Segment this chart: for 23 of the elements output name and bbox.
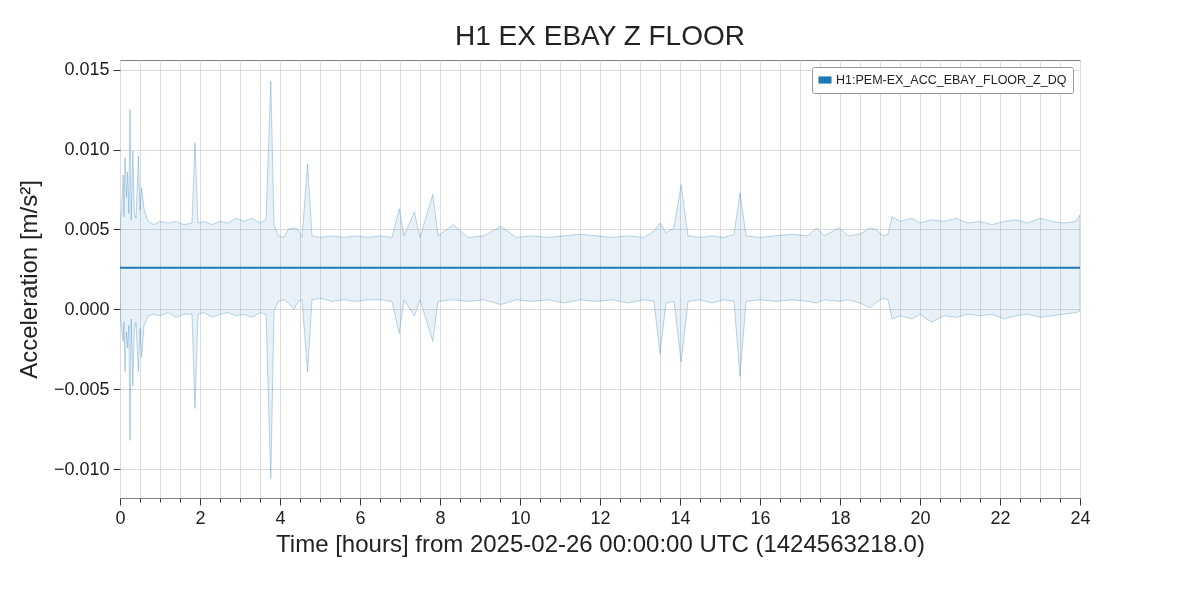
y-tick-label: 0.005	[64, 218, 110, 239]
x-tick-label: 0	[115, 507, 126, 528]
x-tick-label: 16	[750, 507, 771, 528]
chart-title: H1 EX EBAY Z FLOOR	[455, 20, 745, 51]
x-tick-label: 2	[195, 507, 206, 528]
x-tick-label: 8	[435, 507, 446, 528]
x-tick-label: 24	[1070, 507, 1091, 528]
y-tick-label: −0.010	[53, 458, 110, 479]
x-tick-label: 20	[910, 507, 931, 528]
x-tick-label: 10	[510, 507, 531, 528]
y-tick-label: 0.015	[64, 59, 110, 80]
x-tick-label: 6	[355, 507, 366, 528]
y-tick-label: 0.010	[64, 139, 110, 160]
x-tick-label: 14	[670, 507, 691, 528]
x-tick-label: 12	[590, 507, 611, 528]
legend-label: H1:PEM-EX_ACC_EBAY_FLOOR_Z_DQ	[836, 73, 1067, 87]
x-tick-label: 18	[830, 507, 851, 528]
x-tick-label: 22	[990, 507, 1011, 528]
y-tick-label: −0.005	[53, 378, 110, 399]
y-tick-label: 0.000	[64, 298, 110, 319]
x-tick-label: 4	[275, 507, 286, 528]
y-axis-title: Acceleration [m/s²]	[14, 180, 42, 379]
x-axis-title: Time [hours] from 2025-02-26 00:00:00 UTC (1424563218.0)	[276, 529, 925, 557]
